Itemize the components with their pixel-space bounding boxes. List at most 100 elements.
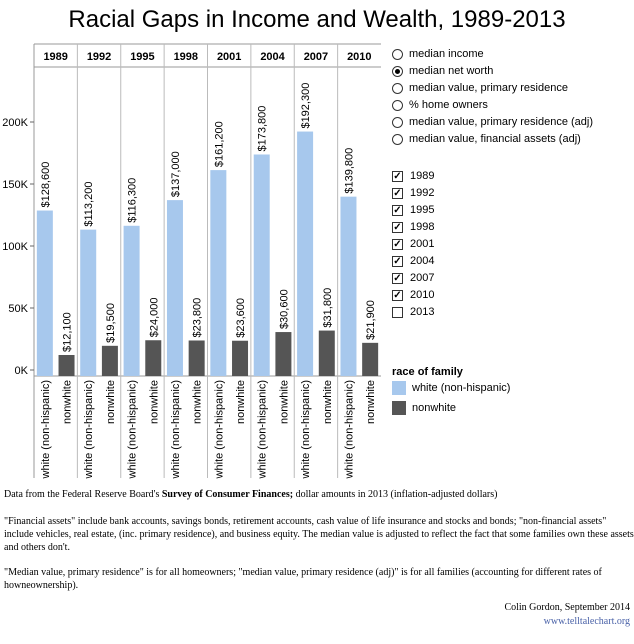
year-filter-label: 2007 <box>410 272 435 284</box>
panel-year-label: 2004 <box>260 51 285 63</box>
bar-white <box>297 131 314 376</box>
measure-option-label: % home owners <box>409 99 488 111</box>
measure-option[interactable]: median value, primary residence <box>392 80 568 96</box>
year-filter-label: 1989 <box>410 170 435 182</box>
measure-option[interactable]: median net worth <box>392 63 493 79</box>
bar-nonwhite <box>58 354 75 376</box>
source-note-survey: Survey of Consumer Finances; <box>161 489 294 500</box>
bar-white <box>36 210 53 376</box>
y-tick-label: 200K <box>2 117 28 129</box>
bar-white <box>80 229 97 376</box>
y-tick-label: 50K <box>8 303 28 315</box>
year-filter-label: 1995 <box>410 204 435 216</box>
category-label: nonwhite <box>235 380 247 424</box>
y-tick-label: 100K <box>2 241 28 253</box>
year-filter-label: 2001 <box>410 238 435 250</box>
measure-option[interactable]: % home owners <box>392 97 488 113</box>
panel-year-label: 1995 <box>130 51 154 63</box>
panel-year-label: 1992 <box>87 51 111 63</box>
measure-option[interactable]: median value, primary residence (adj) <box>392 114 593 130</box>
year-filter-item[interactable]: ✓ 2007 <box>392 270 434 286</box>
checkbox[interactable]: ✓ <box>392 238 403 250</box>
bar-value-label: $128,600 <box>40 162 52 208</box>
category-label: nonwhite <box>322 380 334 424</box>
bar-nonwhite <box>362 342 379 376</box>
bar-value-label: $113,200 <box>83 182 95 227</box>
category-label: white (non-hispanic) <box>170 380 182 479</box>
bar-white <box>123 225 140 376</box>
legend-title: race of family <box>392 366 463 378</box>
source-note-prefix: Data from the Federal Reserve Board's <box>4 489 162 500</box>
radio-button[interactable] <box>392 116 403 128</box>
bar-value-label: $21,900 <box>365 300 377 340</box>
year-filter-item[interactable]: ✓ 2010 <box>392 287 434 303</box>
checkbox[interactable]: ✓ <box>392 221 403 233</box>
financial-assets-note: "Financial assets" include bank accounts… <box>4 516 634 553</box>
checkbox[interactable]: ✓ <box>392 170 403 182</box>
checkbox[interactable] <box>392 306 403 318</box>
legend-label-nonwhite: nonwhite <box>412 402 457 414</box>
category-label: nonwhite <box>365 380 377 424</box>
measure-option[interactable]: median income <box>392 46 484 62</box>
measure-option[interactable]: median value, financial assets (adj) <box>392 131 581 147</box>
bar-nonwhite <box>145 340 162 376</box>
measure-option-label: median value, primary residence (adj) <box>409 116 594 128</box>
y-tick-label: 150K <box>2 179 28 191</box>
checkbox[interactable]: ✓ <box>392 289 403 301</box>
panel-year-label: 1989 <box>43 51 67 63</box>
bar-nonwhite <box>232 340 249 376</box>
bar-nonwhite <box>188 340 205 376</box>
category-label: nonwhite <box>62 380 74 424</box>
checkbox[interactable]: ✓ <box>392 187 403 199</box>
median-value-note: "Median value, primary residence" is for… <box>4 567 602 591</box>
bar-white <box>166 200 183 376</box>
bar-value-label: $30,600 <box>278 289 290 329</box>
panel-year-label: 2001 <box>217 51 241 63</box>
bar-value-label: $23,600 <box>235 298 247 338</box>
measure-option-label: median net worth <box>409 65 494 77</box>
year-filter-label: 2010 <box>410 289 435 301</box>
year-filter-item[interactable]: ✓ 1992 <box>392 185 434 201</box>
year-filter-item[interactable]: ✓ 1989 <box>392 168 434 184</box>
year-filter-item[interactable]: 2013 <box>392 304 434 320</box>
source-note-suffix: dollar amounts in 2013 (inflation-adjust… <box>293 489 498 500</box>
bar-value-label: $31,800 <box>322 288 334 328</box>
measure-option-label: median income <box>409 48 484 60</box>
author-credit: Colin Gordon, September 2014 <box>504 602 630 613</box>
checkbox[interactable]: ✓ <box>392 272 403 284</box>
legend-item-nonwhite: nonwhite <box>392 400 456 416</box>
year-filter-label: 2013 <box>410 306 435 318</box>
checkbox[interactable]: ✓ <box>392 255 403 267</box>
category-label: white (non-hispanic) <box>127 380 139 479</box>
bar-white <box>210 170 227 376</box>
category-label: nonwhite <box>105 380 117 424</box>
bar-value-label: $24,000 <box>148 297 160 337</box>
bar-nonwhite <box>101 345 118 376</box>
bar-white <box>253 154 270 376</box>
radio-button[interactable] <box>392 133 403 145</box>
legend-swatch-white <box>392 381 406 395</box>
bar-white <box>340 196 357 376</box>
category-label: white (non-hispanic) <box>40 380 52 479</box>
checkbox[interactable]: ✓ <box>392 204 403 216</box>
bar-value-label: $12,100 <box>62 312 74 352</box>
year-filter-item[interactable]: ✓ 1998 <box>392 219 434 235</box>
source-note: Data from the Federal Reserve Board's Su… <box>4 488 634 501</box>
radio-button[interactable] <box>392 48 403 60</box>
bar-nonwhite <box>318 330 335 376</box>
category-label: nonwhite <box>148 380 160 424</box>
year-filter-item[interactable]: ✓ 1995 <box>392 202 434 218</box>
category-label: white (non-hispanic) <box>83 380 95 479</box>
year-filter-item[interactable]: ✓ 2004 <box>392 253 434 269</box>
bar-value-label: $139,800 <box>343 148 355 194</box>
year-filter-label: 2004 <box>410 255 435 267</box>
radio-button[interactable] <box>392 65 403 77</box>
radio-button[interactable] <box>392 99 403 111</box>
chart-title: Racial Gaps in Income and Wealth, 1989-2… <box>68 6 566 33</box>
year-filter-item[interactable]: ✓ 2001 <box>392 236 434 252</box>
website-link[interactable]: www.telltalechart.org <box>543 616 630 627</box>
year-filter-label: 1992 <box>410 187 435 199</box>
bar-value-label: $19,500 <box>105 303 117 343</box>
bar-value-label: $161,200 <box>213 121 225 167</box>
radio-button[interactable] <box>392 82 403 94</box>
